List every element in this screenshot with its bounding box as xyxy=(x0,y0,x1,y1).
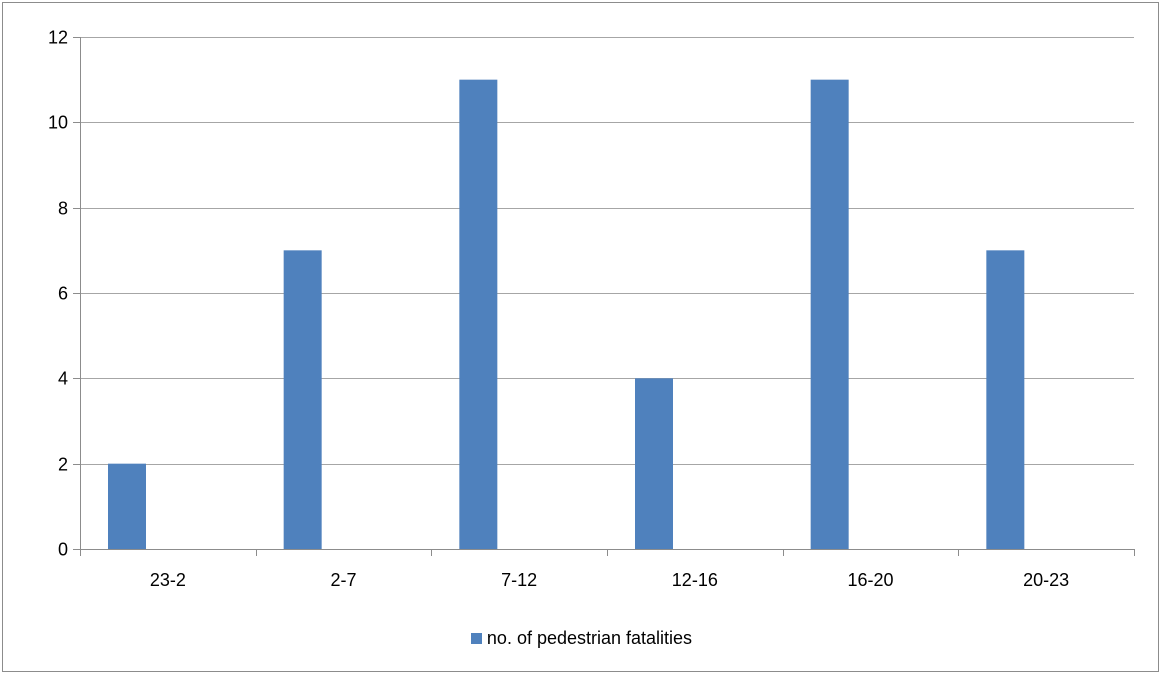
axes xyxy=(73,37,1135,556)
x-tick-label: 20-23 xyxy=(1023,570,1069,590)
bar-20-23 xyxy=(986,250,1025,550)
y-tick-label: 6 xyxy=(58,284,68,304)
bar-2-7 xyxy=(283,250,322,550)
bar-16-20 xyxy=(810,79,849,550)
y-tick-label: 8 xyxy=(58,199,68,219)
y-tick-label: 2 xyxy=(58,455,68,475)
x-tick-label: 16-20 xyxy=(847,570,893,590)
x-tick-label: 2-7 xyxy=(330,570,356,590)
x-tick-label: 7-12 xyxy=(501,570,537,590)
x-tick-label: 23-2 xyxy=(150,570,186,590)
bar-7-12 xyxy=(459,79,498,550)
x-tick-label: 12-16 xyxy=(672,570,718,590)
y-tick-label: 4 xyxy=(58,369,68,389)
legend: no. of pedestrian fatalities xyxy=(0,628,1163,649)
y-tick-label: 0 xyxy=(58,540,68,560)
legend-swatch xyxy=(470,633,482,644)
y-tick-label: 12 xyxy=(48,28,68,48)
bar-23-2 xyxy=(108,463,146,549)
legend-label: no. of pedestrian fatalities xyxy=(486,628,693,648)
bars xyxy=(108,79,1025,550)
gridlines xyxy=(80,37,1134,465)
y-tick-label: 10 xyxy=(48,113,68,133)
tick-labels: 0 2 4 6 8 10 12 23-2 2-7 7-12 12-16 16-20 20-23 xyxy=(48,28,1069,591)
bar-12-16 xyxy=(635,378,673,549)
